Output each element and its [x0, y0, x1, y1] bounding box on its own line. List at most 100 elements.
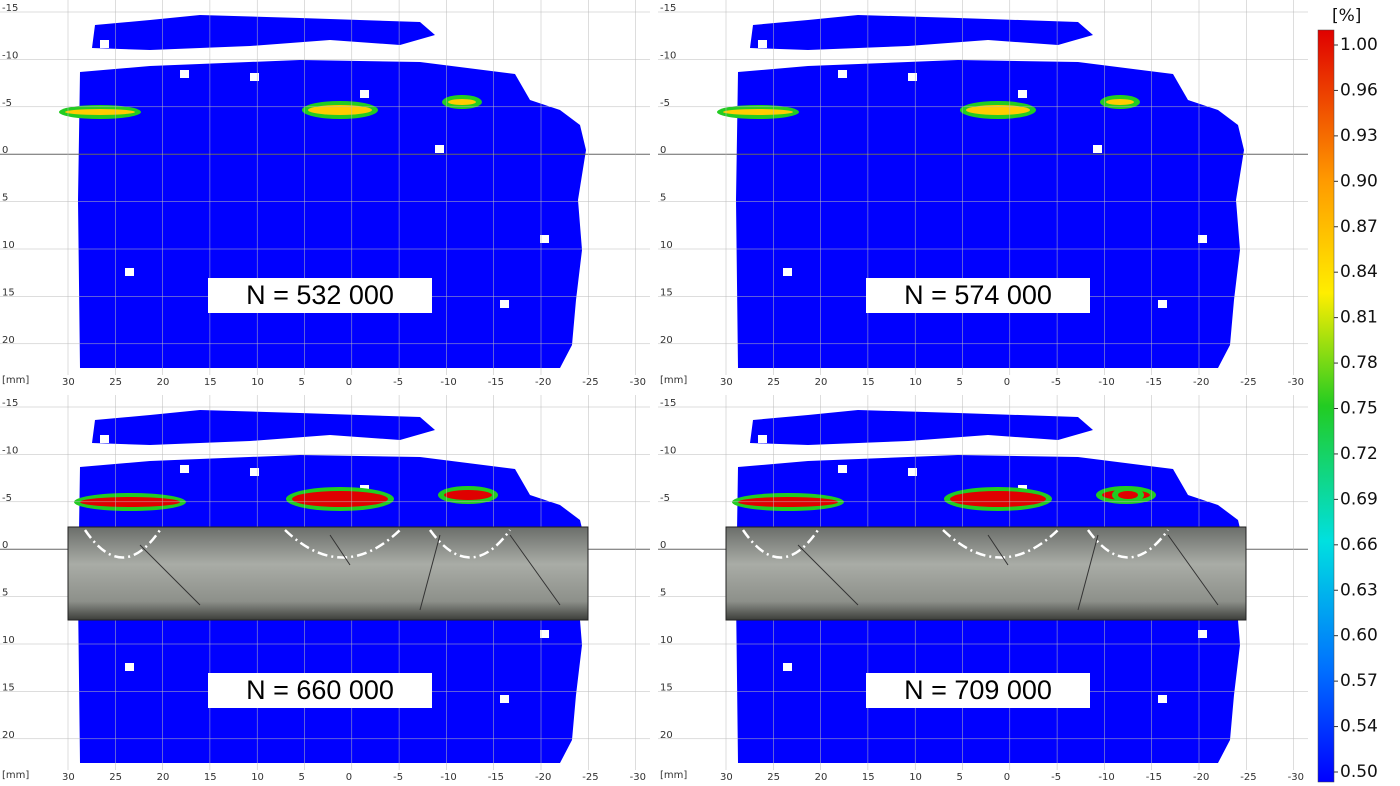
x-tick-label: -10 [440, 377, 456, 388]
gap [180, 70, 189, 78]
y-tick-label: 15 [660, 287, 673, 298]
gap [1018, 90, 1027, 98]
y-tick-label: 15 [2, 682, 15, 693]
colorbar-label: 0.78 [1340, 353, 1378, 373]
gap [908, 73, 917, 81]
colorbar [1317, 29, 1335, 783]
y-tick-label: -10 [2, 50, 18, 61]
x-tick-label: 25 [767, 377, 780, 388]
x-tick-label: 15 [862, 772, 875, 783]
y-tick-label: 5 [660, 588, 666, 599]
colorbar-label: 0.90 [1340, 171, 1378, 191]
y-tick-label: 5 [660, 193, 666, 204]
crack-outline [1086, 529, 1170, 559]
y-tick-label: -15 [660, 398, 676, 409]
x-tick-label: 0 [346, 377, 352, 388]
y-tick-label: 5 [2, 193, 8, 204]
label-box [866, 673, 1090, 708]
colorbar-label: 0.87 [1340, 217, 1378, 237]
gap [250, 468, 259, 476]
x-tick-label: -15 [488, 377, 504, 388]
gap [500, 300, 509, 308]
strain-core [308, 105, 372, 115]
y-tick-label: -10 [660, 50, 676, 61]
strain-core [65, 109, 135, 115]
cycle-label: N = 709 000 [904, 675, 1052, 705]
x-tick-label: -25 [582, 377, 598, 388]
x-tick-label: -30 [1288, 772, 1304, 783]
specimen-photo [67, 526, 589, 621]
x-tick-label: 25 [109, 377, 122, 388]
x-tick-label: -30 [630, 772, 646, 783]
gap [1158, 300, 1167, 308]
gap [100, 435, 109, 443]
gap [758, 40, 767, 48]
colorbar-label: 1.00 [1340, 35, 1378, 55]
colorbar-label: 0.93 [1340, 126, 1378, 146]
x-tick-label: 0 [346, 772, 352, 783]
y-tick-label: 5 [2, 588, 8, 599]
x-tick-label: 10 [909, 772, 922, 783]
strain-core [448, 99, 476, 105]
y-tick-label: -15 [660, 3, 676, 14]
colorbar-label: 0.66 [1340, 535, 1378, 555]
gap [180, 465, 189, 473]
strain-core [1106, 99, 1134, 105]
gap [125, 663, 134, 671]
x-tick-label: 30 [720, 772, 733, 783]
axis-unit: [mm] [2, 375, 29, 386]
x-tick-label: -5 [393, 377, 403, 388]
colorbar-label: 0.50 [1340, 762, 1378, 782]
y-tick-label: -5 [2, 98, 12, 109]
specimen-photo [725, 526, 1247, 621]
y-tick-label: 10 [2, 240, 15, 251]
gap [100, 40, 109, 48]
x-tick-label: 5 [957, 772, 963, 783]
y-tick-label: -5 [2, 493, 12, 504]
x-tick-label: 25 [109, 772, 122, 783]
colorbar-unit: [%] [1332, 6, 1361, 26]
gap [540, 235, 549, 243]
x-tick-label: 5 [957, 377, 963, 388]
cycle-label: N = 574 000 [904, 280, 1052, 310]
x-tick-label: -10 [440, 772, 456, 783]
y-tick-label: 0 [2, 145, 8, 156]
gap [435, 145, 444, 153]
x-tick-label: -10 [1098, 772, 1114, 783]
crack [329, 534, 351, 566]
y-tick-label: -10 [660, 445, 676, 456]
y-tick-label: 0 [660, 145, 666, 156]
panel: -15 -10 -5 0 5 10 15 20 30 25 20 15 10 5 0 -5 -10 -15 -20 -… [0, 0, 650, 388]
colorbar-label: 0.96 [1340, 80, 1378, 100]
gap [540, 630, 549, 638]
crack-outline [83, 529, 162, 559]
cycle-label: N = 532 000 [246, 280, 394, 310]
axis-unit: [mm] [660, 770, 687, 781]
strain-core [966, 105, 1030, 115]
strain-core [444, 490, 492, 500]
colorbar-label: 0.54 [1340, 717, 1378, 737]
gap [360, 90, 369, 98]
x-tick-label: -25 [1240, 772, 1256, 783]
gap [1198, 630, 1207, 638]
colorbar-label: 0.57 [1340, 671, 1378, 691]
x-tick-label: 30 [62, 377, 75, 388]
x-tick-label: -20 [535, 377, 551, 388]
y-tick-label: 20 [2, 730, 15, 741]
y-tick-label: -10 [2, 445, 18, 456]
x-tick-label: 25 [767, 772, 780, 783]
label-box [866, 278, 1090, 313]
x-tick-label: -20 [1193, 772, 1209, 783]
x-tick-label: -30 [1288, 377, 1304, 388]
x-tick-label: -10 [1098, 377, 1114, 388]
y-tick-label: 20 [2, 335, 15, 346]
y-tick-label: 10 [2, 635, 15, 646]
crack [419, 534, 441, 611]
panels: -15 -10 -5 0 5 10 15 20 30 25 20 15 10 5 0 -5 -10 -15 -20 -… [0, 0, 1308, 783]
crack [1167, 534, 1219, 606]
x-tick-label: 10 [251, 377, 264, 388]
panel: -15 -10 -5 0 5 10 15 20 30 25 20 15 10 5 0 -5 -10 -15 -20 -… [658, 0, 1308, 388]
x-tick-label: -25 [1240, 377, 1256, 388]
gap [838, 70, 847, 78]
gap [783, 663, 792, 671]
